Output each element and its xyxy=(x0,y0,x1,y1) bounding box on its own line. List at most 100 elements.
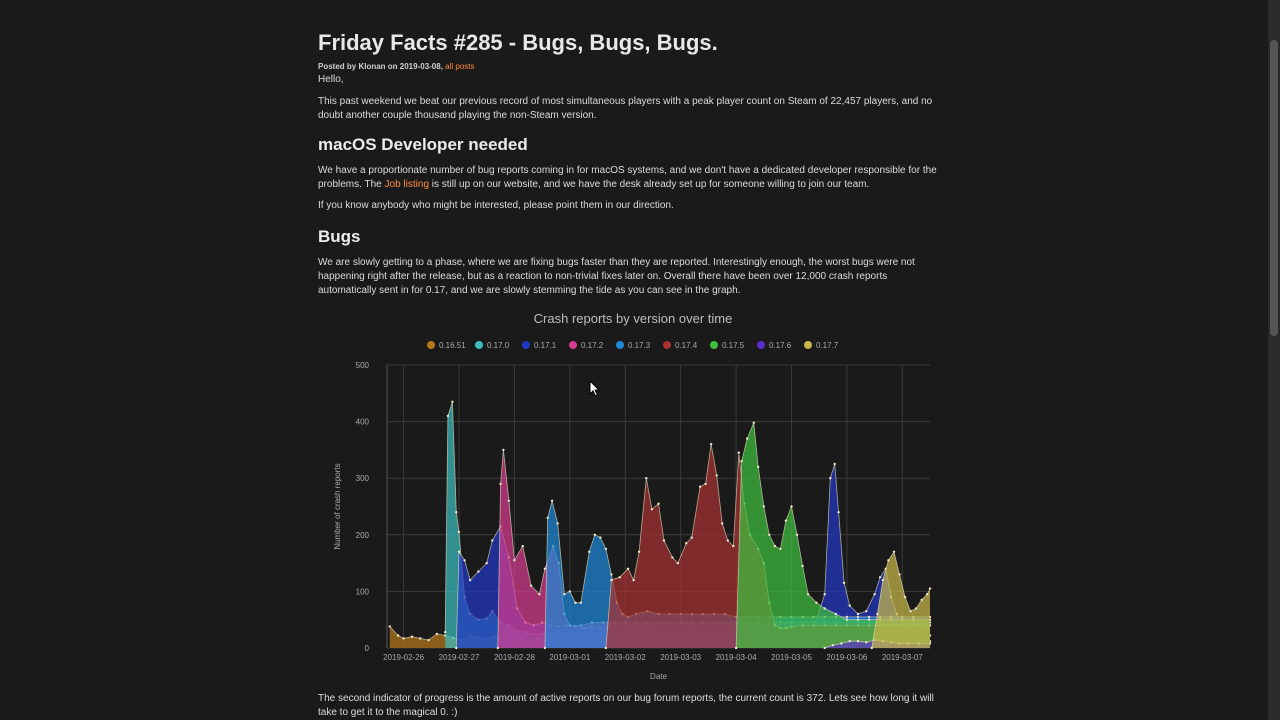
point-0.17.4 xyxy=(715,474,718,477)
point-0.17.4 xyxy=(618,576,621,579)
point-0.17.4 xyxy=(709,443,713,446)
point-0.16.51 xyxy=(396,634,400,637)
point-0.17.3 xyxy=(563,593,566,596)
y-tick-label: 0 xyxy=(365,644,370,653)
point-0.17.6 xyxy=(840,642,843,645)
x-axis-label: Date xyxy=(650,672,667,681)
point-0.17.4 xyxy=(685,542,688,545)
point-0.17.7 xyxy=(887,559,890,562)
legend-label-0.17.2: 0.17.2 xyxy=(581,341,604,350)
x-tick-label: 2019-03-01 xyxy=(549,653,590,662)
legend-label-0.17.6: 0.17.6 xyxy=(769,341,792,350)
point-0.17.4 xyxy=(704,482,707,486)
macos-paragraph: We have a proportionate number of bug re… xyxy=(318,164,948,192)
point-0.17.3 xyxy=(588,550,591,553)
point-0.17.3 xyxy=(610,573,613,576)
point-0.17.7 xyxy=(870,646,873,650)
point-0.17.0 xyxy=(457,530,461,534)
point-0.17.1 xyxy=(829,477,832,480)
point-0.17.3 xyxy=(550,499,554,502)
point-0.17.1 xyxy=(848,604,851,607)
article: Friday Facts #285 - Bugs, Bugs, Bugs. Po… xyxy=(318,28,948,298)
point-0.17.7 xyxy=(876,612,879,616)
greeting: Hello, xyxy=(318,74,344,85)
point-0.17.4 xyxy=(637,550,641,553)
point-0.17.5 xyxy=(834,612,837,616)
y-axis-label: Number of crash reports xyxy=(333,463,342,549)
x-tick-label: 2019-02-27 xyxy=(439,653,480,662)
legend-marker-0.17.2 xyxy=(569,341,577,349)
point-0.17.4 xyxy=(671,556,674,559)
point-0.17.1 xyxy=(833,462,836,466)
point-0.17.0 xyxy=(446,414,450,418)
mouse-cursor-icon xyxy=(589,380,601,397)
point-0.17.6 xyxy=(848,640,851,643)
point-0.17.2 xyxy=(507,499,511,502)
point-0.17.1 xyxy=(878,576,882,579)
y-tick-label: 100 xyxy=(356,587,370,596)
point-0.17.5 xyxy=(779,547,782,551)
point-0.17.5 xyxy=(773,544,777,548)
legend-marker-0.17.5 xyxy=(710,341,718,349)
all-posts-link[interactable]: all posts xyxy=(445,62,475,71)
point-0.17.2 xyxy=(502,448,505,452)
job-listing-link[interactable]: Job listing xyxy=(384,179,429,190)
point-0.17.1 xyxy=(485,561,488,565)
x-tick-label: 2019-03-02 xyxy=(605,653,646,662)
point-0.17.5 xyxy=(768,533,771,536)
point-0.16.51 xyxy=(410,635,414,638)
point-0.17.4 xyxy=(650,508,654,511)
y-tick-label: 500 xyxy=(356,361,370,370)
point-0.17.3 xyxy=(556,522,559,525)
point-0.17.5 xyxy=(801,564,804,568)
point-0.17.7 xyxy=(903,595,907,599)
legend-label-0.17.5: 0.17.5 xyxy=(722,341,745,350)
point-0.17.4 xyxy=(662,539,666,542)
x-tick-label: 2019-03-04 xyxy=(716,653,757,662)
point-0.17.1 xyxy=(455,646,458,650)
point-0.17.3 xyxy=(546,516,549,519)
point-0.17.1 xyxy=(856,612,860,616)
point-0.17.5 xyxy=(806,593,810,596)
bugs-paragraph: We are slowly getting to a phase, where … xyxy=(318,257,915,296)
x-tick-label: 2019-02-28 xyxy=(494,653,535,662)
point-0.17.2 xyxy=(499,482,502,486)
point-0.17.5 xyxy=(757,465,760,469)
point-0.17.0 xyxy=(455,511,458,514)
area-0.17.5 xyxy=(736,422,930,648)
heading-macos: macOS Developer needed xyxy=(318,135,528,154)
scrollbar[interactable] xyxy=(1268,0,1280,720)
legend-label-0.17.7: 0.17.7 xyxy=(816,341,839,350)
intro-paragraph: This past weekend we beat our previous r… xyxy=(318,96,933,121)
point-0.16.51 xyxy=(427,638,430,642)
point-0.17.7 xyxy=(920,598,923,602)
point-0.17.5 xyxy=(815,601,818,604)
point-0.17.0 xyxy=(451,400,454,403)
outro-paragraph: The second indicator of progress is the … xyxy=(318,693,934,718)
point-0.17.1 xyxy=(873,593,876,596)
point-0.17.4 xyxy=(604,646,608,650)
point-0.17.5 xyxy=(746,437,749,440)
crash-chart-svg: Crash reports by version over time 0.16.5… xyxy=(333,311,932,681)
point-0.17.4 xyxy=(657,502,660,505)
point-0.17.1 xyxy=(865,610,868,613)
point-0.17.6 xyxy=(865,641,868,644)
point-0.17.4 xyxy=(690,536,693,539)
area-0.17.7 xyxy=(871,551,930,648)
point-0.16.51 xyxy=(402,637,405,640)
legend-label-0.17.3: 0.17.3 xyxy=(628,341,651,350)
point-0.16.51 xyxy=(419,637,422,640)
point-0.17.7 xyxy=(914,607,918,610)
point-0.17.2 xyxy=(521,544,524,548)
point-0.17.2 xyxy=(543,567,547,570)
point-0.17.7 xyxy=(928,587,932,590)
point-0.17.2 xyxy=(496,646,499,650)
legend-label-0.16.51: 0.16.51 xyxy=(439,341,466,350)
point-0.17.5 xyxy=(795,533,799,536)
x-tick-label: 2019-03-05 xyxy=(771,653,812,662)
point-0.17.1 xyxy=(823,593,826,596)
scrollbar-thumb[interactable] xyxy=(1270,40,1278,336)
legend-marker-0.17.3 xyxy=(616,341,624,349)
x-tick-label: 2019-02-26 xyxy=(383,653,424,662)
